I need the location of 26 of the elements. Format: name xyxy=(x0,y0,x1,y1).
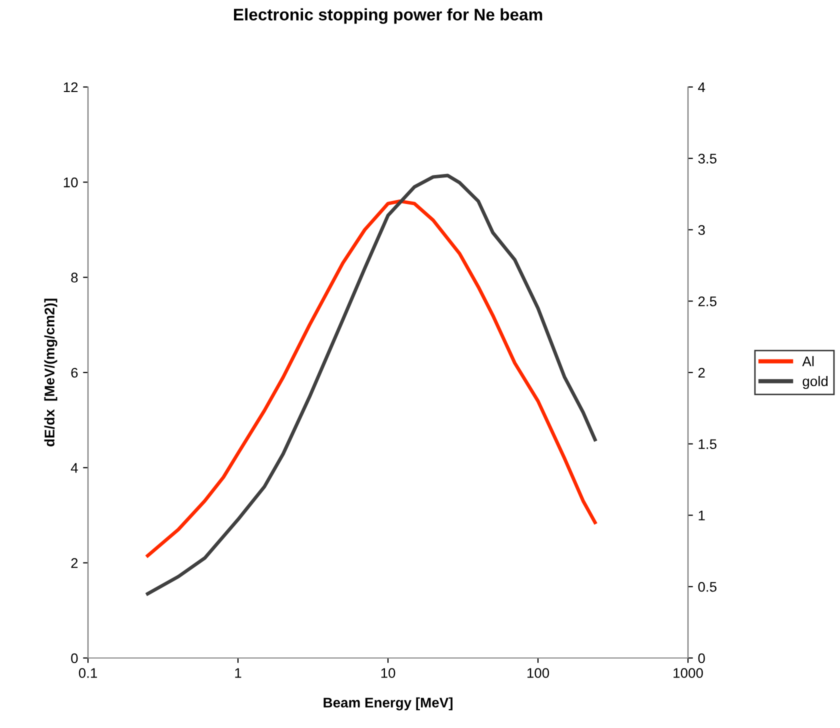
x-tick-label: 100 xyxy=(527,668,550,678)
y-tick-label: 12 xyxy=(64,82,78,92)
y2-tick-label: 4 xyxy=(698,82,706,92)
y2-tick-label: 1 xyxy=(698,510,705,520)
y2-tick-label: 2 xyxy=(698,368,705,378)
y-tick-label: 0 xyxy=(71,653,78,664)
legend-label: Al xyxy=(802,356,814,366)
x-tick-label: 1 xyxy=(235,668,242,678)
x-tick-label: 0.1 xyxy=(78,668,97,678)
y2-tick-label: 0.5 xyxy=(698,582,716,592)
y2-tick-label: 3.5 xyxy=(698,154,716,164)
y-tick-label: 10 xyxy=(64,178,78,188)
y-tick-label: 4 xyxy=(70,463,78,473)
y2-tick-label: 0 xyxy=(698,653,705,664)
y2-tick-label: 3 xyxy=(698,225,705,235)
legend-label: gold xyxy=(802,376,828,389)
y-axis-title: dE/dx [MeV/(mg/cm2)] xyxy=(44,298,58,446)
chart-title: Electronic stopping power for Ne beam xyxy=(234,8,542,24)
x-tick-label: 1000 xyxy=(674,668,703,678)
y2-tick-label: 2.5 xyxy=(698,296,716,306)
x-axis-title: Beam Energy [MeV] xyxy=(324,697,452,710)
y-tick-label: 2 xyxy=(71,558,78,568)
y-tick-label: 8 xyxy=(71,272,78,283)
y2-tick-label: 1.5 xyxy=(698,439,716,450)
x-tick-label: 10 xyxy=(381,668,396,678)
y-tick-label: 6 xyxy=(71,368,78,378)
